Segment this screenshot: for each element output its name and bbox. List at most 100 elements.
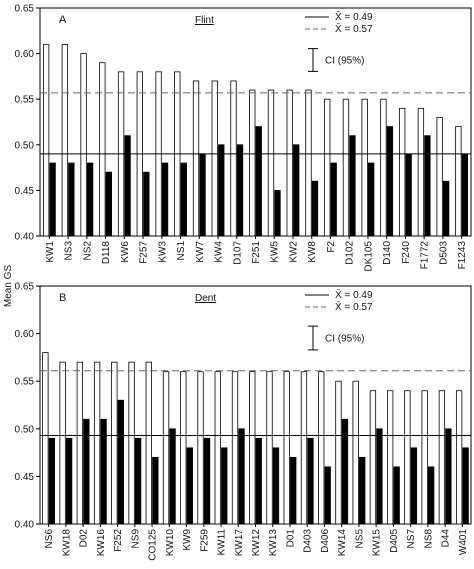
bar-filled [442,180,450,237]
category-label: DK105 [363,241,374,272]
bar-open [455,126,462,237]
panel-title: Dent [195,293,216,304]
bar-filled [105,171,112,237]
bar-open [455,390,463,525]
bar-filled [199,153,206,237]
bar-open [145,361,152,525]
bar-open [318,371,325,525]
category-label: D503 [438,241,449,265]
category-label: D405 [389,529,400,553]
bar-open [342,98,350,237]
bar-filled [169,428,176,525]
bar-open [305,89,312,237]
bar-filled [330,162,337,237]
category-label: KW10 [165,529,176,557]
bar-open [387,390,394,525]
bar-filled [83,418,90,525]
y-tick-label: 0.55 [15,377,35,388]
category-label: NS7 [406,529,417,549]
panel-label: B [59,292,66,304]
bar-open [42,44,50,237]
bar-filled [410,447,418,525]
bar-open [286,89,293,237]
bar-open [399,107,406,237]
y-tick-label: 0.60 [15,49,35,60]
category-label: D107 [232,241,243,265]
bar-open [352,380,359,525]
bar-open [197,371,204,525]
bar-filled [203,437,211,525]
y-tick-label: 0.65 [15,282,35,293]
bar-filled [124,135,131,237]
bar-open [335,380,342,525]
bar-open [180,371,187,525]
category-label: D118 [101,241,112,265]
category-label: NS3 [64,241,75,261]
category-label: D44 [441,529,452,548]
bar-open [211,80,218,237]
bar-filled [311,180,319,237]
bar-open [76,361,83,525]
bar-open [192,80,200,237]
bar-filled [255,437,262,525]
bar-open [266,371,273,525]
bar-open [417,107,425,237]
bar-filled [68,162,75,237]
category-label: KW4 [214,241,225,263]
bar-filled [376,428,383,525]
y-tick-label: 0.60 [15,329,35,340]
bar-filled [462,447,469,525]
category-label: KW1 [45,241,56,263]
bar-open [267,89,275,237]
bar-open [231,371,239,525]
y-tick-label: 0.50 [15,424,35,435]
bar-filled [236,144,244,237]
category-label: D102 [345,241,356,265]
category-label: KW13 [268,529,279,557]
panel-title: Flint [195,15,214,26]
bar-filled [424,135,431,237]
category-label: NS9 [130,529,141,549]
bar-open [404,390,411,525]
category-label: F2 [326,241,337,253]
bar-open [436,117,443,237]
bar-filled [86,162,94,237]
legend-dashed-label: X̄ = 0.57 [335,22,373,35]
category-label: KW8 [307,241,318,263]
bar-filled [143,171,150,237]
bar-filled [48,437,56,525]
bar-open [249,371,256,525]
bar-open [128,361,135,525]
bar-open [230,80,237,237]
bar-filled [255,126,262,237]
bar-filled [290,456,297,525]
y-tick-label: 0.45 [15,186,35,197]
category-label: D02 [79,529,90,548]
category-label: KW3 [157,241,168,263]
y-tick-label: 0.40 [15,520,35,531]
bar-filled [307,437,314,525]
bar-open [111,361,118,525]
category-label: F259 [199,529,210,552]
category-label: F252 [113,529,124,552]
bar-open [93,361,101,525]
bar-open [324,98,331,237]
bar-open [99,62,106,237]
y-tick-label: 0.55 [15,95,35,106]
bar-filled [461,153,469,237]
bar-open [162,371,170,525]
bar-open [249,89,256,237]
y-axis-label: Mean GS [3,265,14,308]
category-label: F1243 [457,241,468,270]
legend-solid-label: X̄ = 0.49 [335,288,373,301]
bar-filled [134,437,142,525]
bar-filled [274,189,281,237]
category-label: KW14 [337,529,348,557]
y-tick-label: 0.40 [15,232,35,243]
bar-filled [161,162,169,237]
bar-filled [359,456,366,525]
category-label: D403 [303,529,314,553]
bar-filled [324,466,331,525]
category-label: KW11 [217,529,228,556]
